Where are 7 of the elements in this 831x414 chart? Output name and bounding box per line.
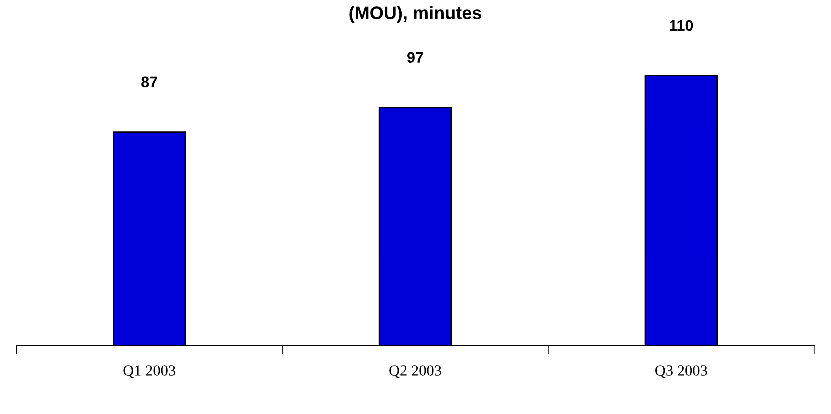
data-label: 97	[408, 52, 424, 64]
x-tick-label: Q2 2003	[390, 366, 442, 378]
data-label: 110	[670, 20, 694, 32]
chart-title: (MOU), minutes	[350, 6, 482, 24]
x-tick-label: Q3 2003	[656, 366, 708, 378]
x-tick-label: Q1 2003	[124, 366, 176, 378]
data-label: 87	[142, 76, 158, 88]
